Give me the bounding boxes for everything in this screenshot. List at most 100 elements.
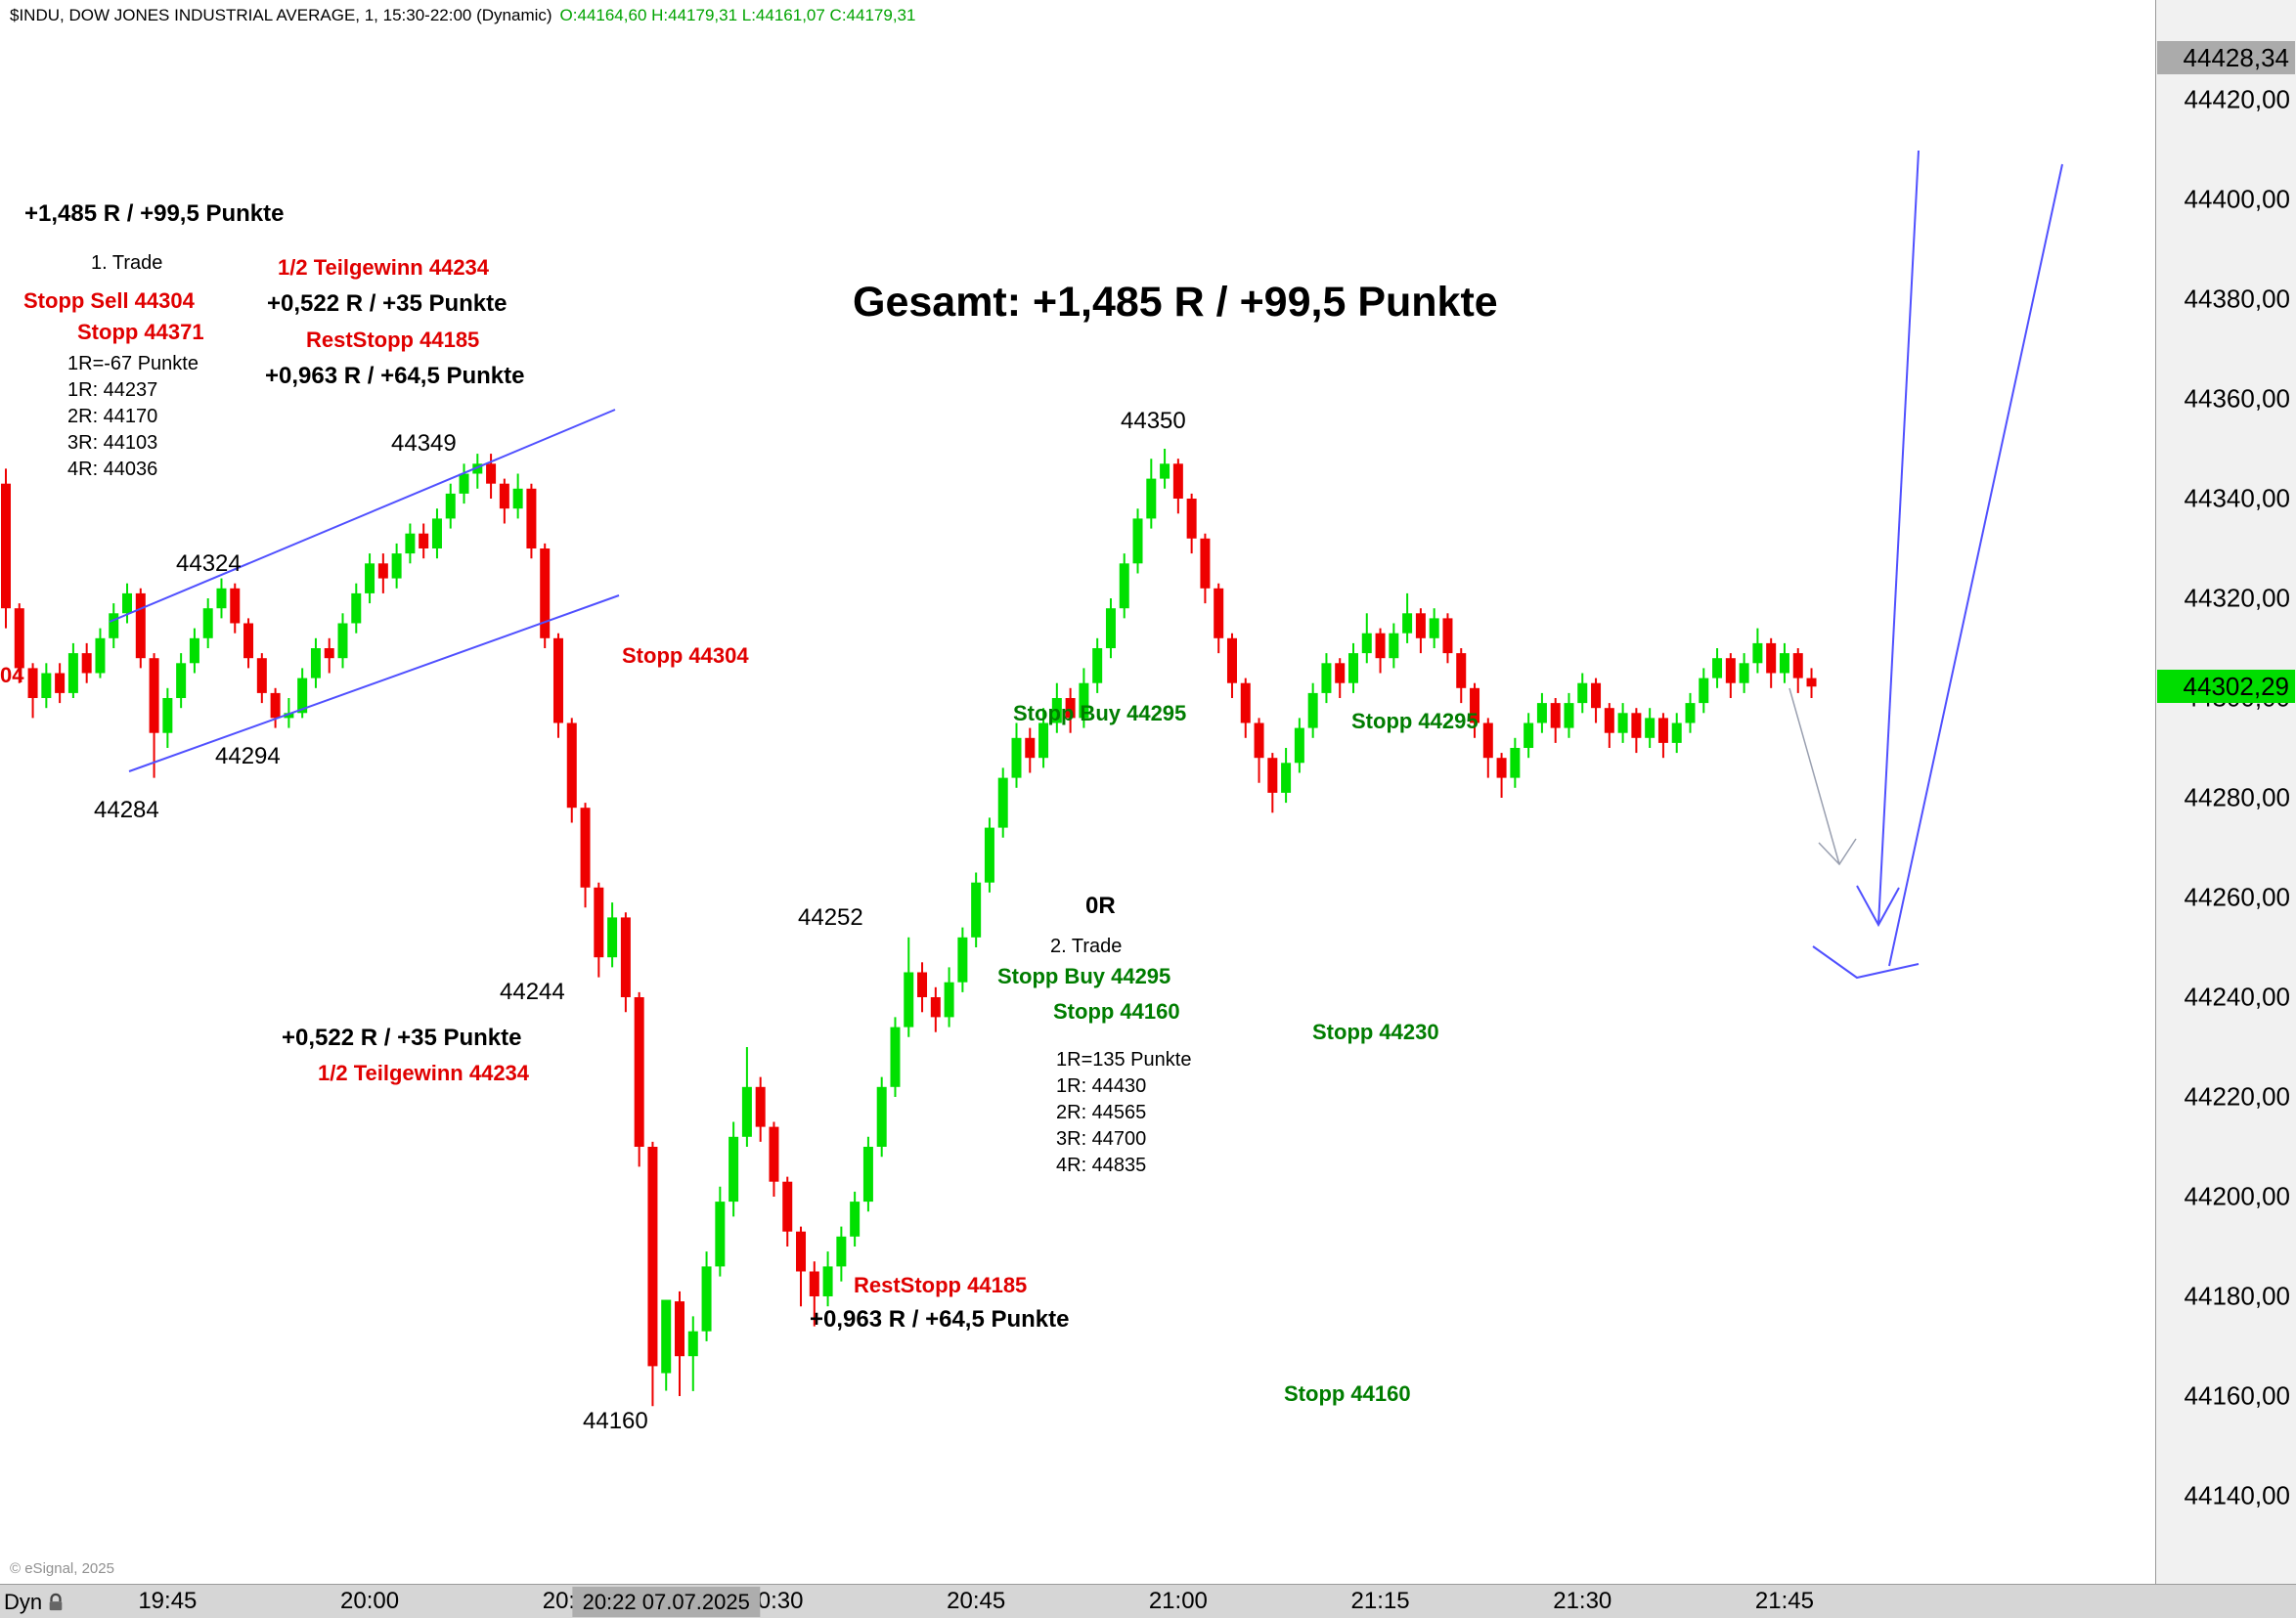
candle [1699,668,1709,714]
candle [862,1136,873,1212]
projection-line-left[interactable] [1877,150,1920,926]
candle [270,687,281,728]
projection-line-right[interactable] [1888,163,2063,967]
candle [675,1291,684,1396]
copyright-label: © eSignal, 2025 [10,1560,114,1577]
candle [1604,703,1614,748]
candle [256,653,267,704]
channel-line-upper[interactable] [109,409,616,623]
candle [904,937,914,1037]
candle [1389,623,1399,669]
chart-annotation[interactable]: Stopp Buy 44295 [997,964,1171,988]
chart-annotation[interactable]: 44349 [391,430,457,457]
chart-annotation[interactable]: 1R=135 Punkte [1056,1049,1192,1071]
chart-annotation[interactable]: 04 [0,663,24,687]
chart-annotation[interactable]: 3R: 44103 [67,432,158,454]
chart-annotation[interactable]: +0,522 R / +35 Punkte [267,290,508,317]
chart-annotation[interactable]: +0,522 R / +35 Punkte [282,1025,522,1051]
chart-annotation[interactable]: Stopp 44160 [1284,1381,1411,1406]
chart-annotation[interactable]: +0,963 R / +64,5 Punkte [810,1306,1070,1333]
chart-annotation[interactable]: 1R: 44237 [67,379,158,401]
candle [202,598,213,648]
candle [1172,459,1183,514]
chart-annotation[interactable]: Stopp 44371 [77,320,204,344]
candle [459,463,469,504]
channel-line-lower[interactable] [128,594,620,772]
candle [1617,703,1628,743]
chart-annotation[interactable]: 44294 [215,743,281,769]
chart-annotation[interactable]: +0,963 R / +64,5 Punkte [265,363,525,389]
lock-icon[interactable] [47,1592,65,1613]
chart-annotation[interactable]: 1R: 44430 [1056,1075,1147,1097]
candle [109,603,119,648]
candle [1591,678,1602,723]
pullback-arrow[interactable] [1788,687,1840,865]
chart-annotation[interactable]: 44244 [500,979,565,1005]
candle [1361,613,1372,664]
candle [419,523,429,559]
chart-annotation[interactable]: Stopp 44160 [1053,999,1180,1024]
chart-annotation[interactable]: Stopp 44304 [622,643,749,668]
projection-check[interactable] [1812,945,1920,980]
candle [957,927,968,992]
chart-annotation[interactable]: RestStopp 44185 [854,1273,1028,1297]
chart-annotation[interactable]: 1/2 Teilgewinn 44234 [278,255,490,280]
chart-annotation[interactable]: 44284 [94,797,159,823]
chart-annotation[interactable]: 2R: 44170 [67,406,158,427]
chart-annotation[interactable]: Gesamt: +1,485 R / +99,5 Punkte [853,279,1498,326]
chart-annotation[interactable]: +1,485 R / +99,5 Punkte [24,200,285,227]
chart-annotation[interactable]: 1. Trade [91,252,163,274]
chart-annotation[interactable]: 4R: 44036 [67,459,158,480]
price-tick-label: 44160,00 [2184,1380,2290,1411]
dyn-mode-control[interactable]: Dyn [4,1585,65,1619]
chart-annotation[interactable]: 0R [1085,893,1116,919]
time-axis[interactable]: Dyn 19:4520:0020:1520:3020:4521:0021:152… [0,1584,2296,1618]
price-tick-label: 44240,00 [2184,982,2290,1012]
candle [1415,608,1426,654]
candle [809,1261,819,1327]
candle [1307,682,1318,738]
candle [984,817,994,893]
price-axis[interactable]: 44420,00 44400,00 44380,00 44360,00 44340,00… [2155,0,2296,1618]
candle [594,882,604,978]
candle [729,1121,739,1217]
candle [850,1191,861,1247]
chart-annotation[interactable]: 44160 [583,1408,648,1434]
candle [337,613,348,669]
chart-annotation[interactable]: 44350 [1121,408,1186,434]
candle [377,553,388,593]
chart-annotation[interactable]: RestStopp 44185 [306,328,480,352]
time-tick-label: 19:45 [138,1588,198,1614]
chart-annotation[interactable]: Stopp Buy 44295 [1013,701,1187,725]
time-tick-label: 21:00 [1148,1588,1208,1614]
chart-annotation[interactable]: Stopp 44295 [1351,709,1479,733]
chart-annotation[interactable]: 44252 [798,904,863,931]
candle [243,618,254,669]
candle [1105,598,1116,659]
candle [1038,708,1049,768]
pullback-arrowhead[interactable] [1818,838,1857,866]
candle [782,1176,793,1247]
candle [1160,449,1170,489]
crosshair-price-box: 44428,34 [2157,41,2295,75]
chart-annotation[interactable]: 3R: 44700 [1056,1128,1147,1150]
chart-annotation[interactable]: Stopp 44230 [1312,1020,1439,1044]
candle [1186,493,1197,554]
candle [1011,722,1022,788]
chart-annotation[interactable]: 2. Trade [1050,936,1123,957]
candle [81,642,92,683]
chart-annotation[interactable]: 1R=-67 Punkte [67,353,199,374]
candle [701,1251,712,1341]
chart-annotation[interactable]: Stopp Sell 44304 [23,288,195,313]
time-tick-label: 20:00 [340,1588,400,1614]
dyn-mode-label[interactable]: Dyn [4,1589,43,1614]
chart-annotation[interactable]: 1/2 Teilgewinn 44234 [318,1061,530,1085]
annotations-layer: +1,485 R / +99,5 Punkte 1. Trade Stopp Sel… [0,200,1498,1434]
candle [176,653,187,709]
projection-arrowhead[interactable] [1856,885,1900,928]
chart-annotation[interactable]: 44324 [176,550,242,577]
chart-annotation[interactable]: 4R: 44835 [1056,1155,1147,1176]
candle [1281,748,1292,804]
chart-annotation[interactable]: 2R: 44565 [1056,1102,1147,1123]
